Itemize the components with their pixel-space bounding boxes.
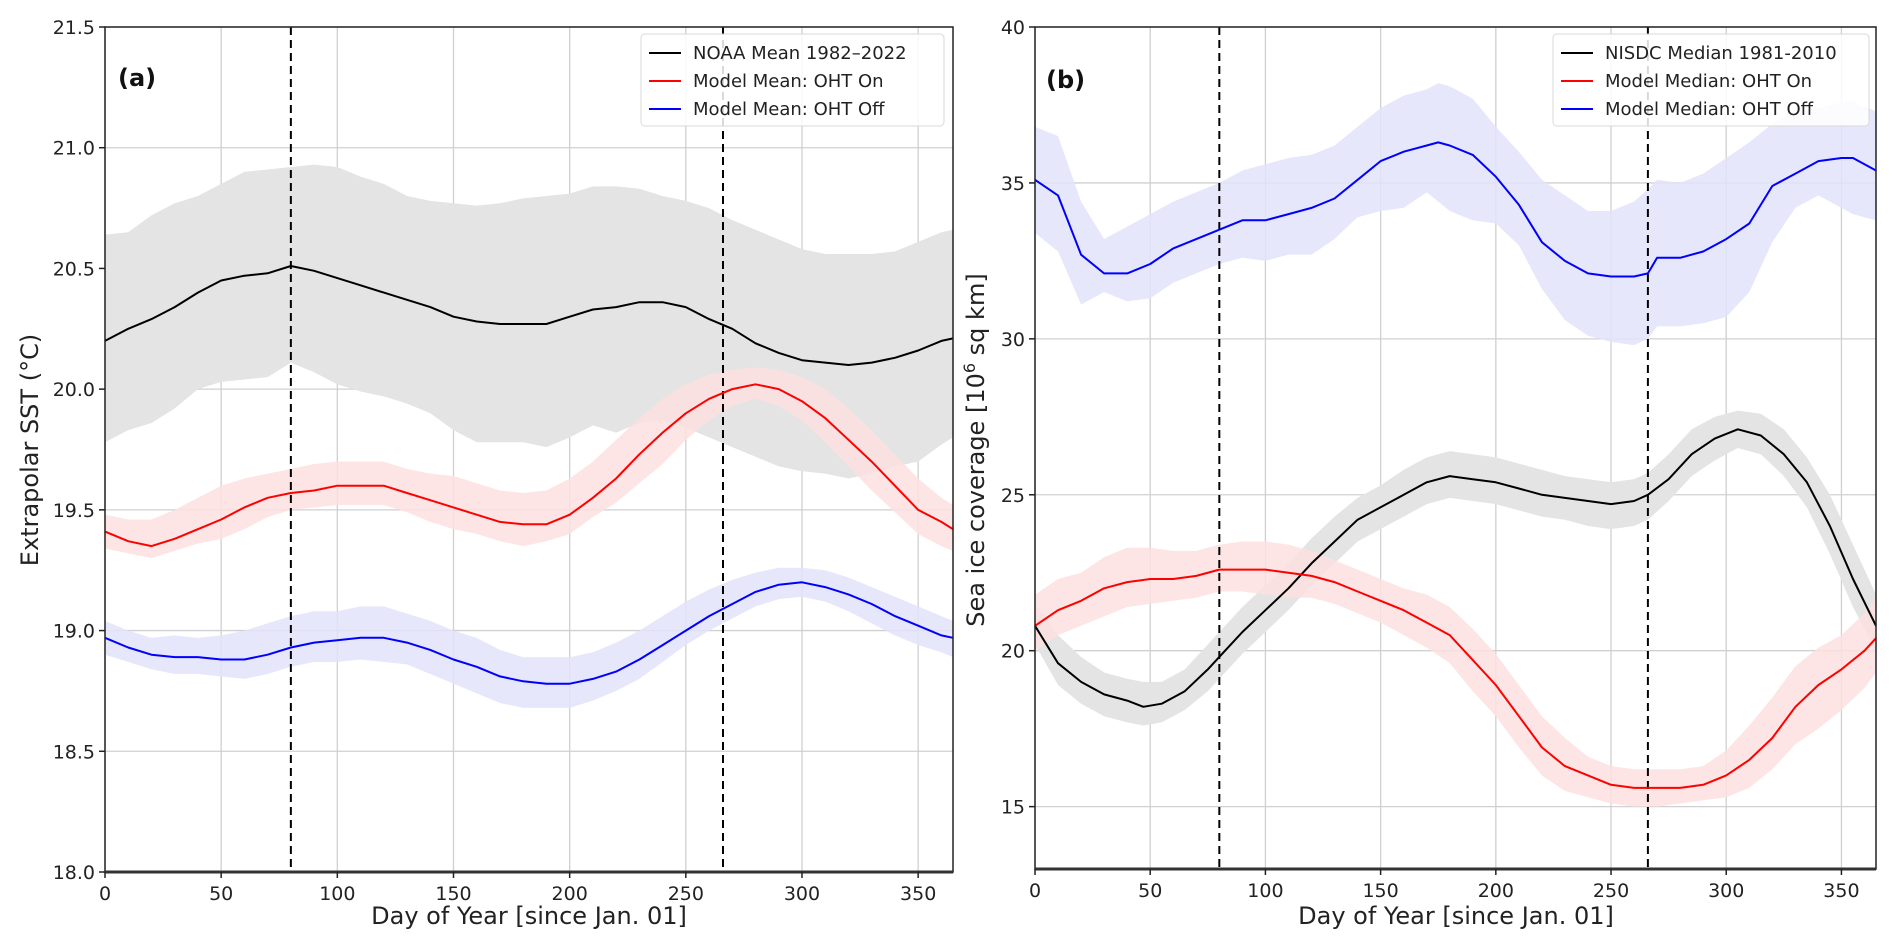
legend-entry-1: Model Mean: OHT On — [693, 71, 884, 92]
y-tick-label: 40 — [1001, 17, 1025, 39]
x-tick-label: 250 — [668, 883, 704, 905]
y-tick-label: 19.5 — [53, 500, 95, 522]
series-line-2 — [104, 581, 954, 685]
series-line-1 — [104, 383, 954, 548]
x-tick-label: 100 — [1247, 880, 1283, 902]
y-tick-label: 20.5 — [53, 258, 95, 280]
panel-b-y-axis-label: Sea ice coverage [106 sq km] — [960, 273, 990, 626]
uncertainty-band-2 — [105, 567, 953, 708]
legend-entry-2: Model Mean: OHT Off — [693, 99, 885, 120]
x-tick-label: 50 — [209, 883, 233, 905]
series-line-0 — [104, 265, 954, 366]
y-tick-label: 21.5 — [53, 17, 95, 39]
x-tick-label: 0 — [1029, 880, 1041, 902]
x-tick-label: 150 — [1362, 880, 1398, 902]
uncertainty-band-1 — [1035, 541, 1876, 807]
y-tick-label: 18.5 — [53, 741, 95, 763]
x-tick-label: 200 — [552, 883, 588, 905]
y-tick-label: 20 — [1001, 641, 1025, 663]
legend-box — [640, 33, 945, 127]
panel-a-label: (a) — [118, 64, 156, 92]
x-tick-label: 200 — [1478, 880, 1514, 902]
uncertainty-band-0 — [1035, 410, 1876, 726]
panel-b-label: (b) — [1046, 66, 1085, 94]
x-tick-label: 100 — [319, 883, 355, 905]
y-tick-label: 21.0 — [53, 138, 95, 160]
series-line-2 — [1034, 141, 1877, 278]
x-tick-label: 300 — [784, 883, 820, 905]
legend-entry-0: NISDC Median 1981-2010 — [1605, 43, 1837, 64]
x-tick-label: 50 — [1138, 880, 1162, 902]
panel-b-season-markers — [1218, 27, 1649, 869]
panel-b-bands — [1035, 83, 1876, 807]
panel-b-y-label-tail: sq km] — [962, 273, 990, 363]
y-tick-label: 18.0 — [53, 862, 95, 884]
panel-b-lines — [1034, 141, 1877, 789]
panel-a-legend: NOAA Mean 1982–2022 Model Mean: OHT On Mod… — [640, 33, 945, 127]
legend-entry-2: Model Median: OHT Off — [1605, 99, 1814, 120]
series-line-0 — [1034, 428, 1877, 708]
y-tick-label: 15 — [1001, 797, 1025, 819]
y-tick-label: 35 — [1001, 173, 1025, 195]
x-tick-label: 350 — [1823, 880, 1859, 902]
x-tick-label: 350 — [900, 883, 936, 905]
x-tick-label: 150 — [435, 883, 471, 905]
x-tick-label: 250 — [1593, 880, 1629, 902]
panel-a-sst: 0 50 100 150 200 250 300 350 18.0 18.5 19.0 19.5 20.… — [16, 17, 954, 930]
panel-b-x-axis-label: Day of Year [since Jan. 01] — [1298, 902, 1614, 930]
panel-a-y-axis-label: Extrapolar SST (°C) — [16, 334, 44, 566]
y-tick-label: 20.0 — [53, 379, 95, 401]
y-tick-label: 30 — [1001, 329, 1025, 351]
panel-b-legend: NISDC Median 1981-2010 Model Median: OHT … — [1552, 33, 1870, 127]
legend-box — [1552, 33, 1870, 127]
panel-a-x-axis-label: Day of Year [since Jan. 01] — [371, 902, 687, 930]
series-line-1 — [1034, 568, 1877, 789]
uncertainty-band-2 — [1035, 83, 1876, 346]
panel-a-axes-frame — [104, 26, 954, 874]
panel-b-axes-frame — [1034, 26, 1877, 871]
x-tick-label: 0 — [99, 883, 111, 905]
y-tick-label: 25 — [1001, 485, 1025, 507]
x-tick-label: 300 — [1708, 880, 1744, 902]
panel-b-sea-ice: 0 50 100 150 200 250 300 350 15 20 25 30 35 40 (b) Da… — [960, 17, 1877, 930]
panel-a-lines — [104, 265, 954, 685]
y-tick-label: 19.0 — [53, 621, 95, 643]
panel-a-ticks: 0 50 100 150 200 250 300 350 18.0 18.5 19.0 19.5 20.… — [53, 17, 937, 905]
legend-entry-0: NOAA Mean 1982–2022 — [693, 43, 907, 64]
panel-a-bands — [105, 164, 953, 708]
panel-b-y-label-superscript: 6 — [960, 363, 979, 373]
panel-b-y-label-main: Sea ice coverage [10 — [962, 373, 990, 627]
legend-entry-1: Model Median: OHT On — [1605, 71, 1812, 92]
panel-b-ticks: 0 50 100 150 200 250 300 350 15 20 25 30 35 40 — [1001, 17, 1860, 902]
uncertainty-band-1 — [105, 367, 953, 559]
panel-a-season-markers — [289, 27, 724, 872]
